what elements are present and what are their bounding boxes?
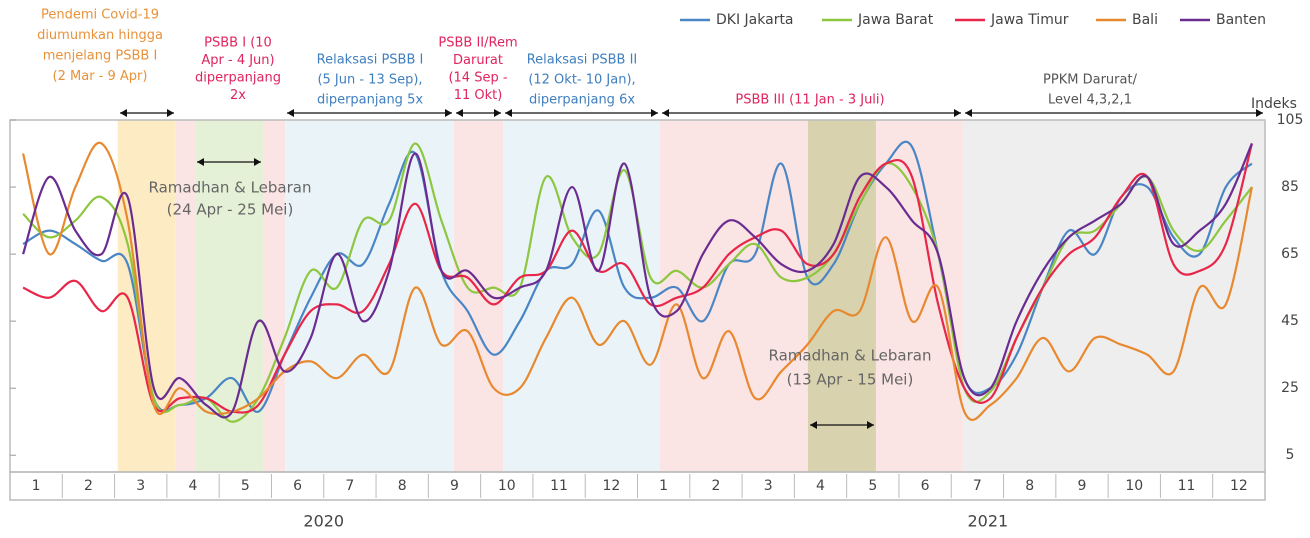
period-band xyxy=(875,120,963,472)
annotation: menjelang PSBB I xyxy=(43,49,158,64)
bands xyxy=(117,120,1265,472)
annotation: diumumkan hingga xyxy=(37,28,163,43)
arrow-head xyxy=(810,421,874,429)
x-tick-label: 11 xyxy=(550,478,568,494)
x-tick-label: 7 xyxy=(973,478,982,494)
x-tick-label: 4 xyxy=(189,478,198,494)
annotation: Pendemi Covid-19 xyxy=(41,8,159,23)
y-tick-label: 45 xyxy=(1281,313,1299,329)
x-tick-label: 1 xyxy=(659,478,668,494)
annotation: PSBB I (10 xyxy=(204,36,272,51)
legend-label: Bali xyxy=(1132,12,1158,28)
x-tick-label: 1 xyxy=(32,478,41,494)
annotation: PSBB III (11 Jan - 3 Juli) xyxy=(735,93,884,108)
annotation: (13 Apr - 15 Mei) xyxy=(787,371,914,389)
period-band xyxy=(263,120,286,472)
x-tick-label: 9 xyxy=(450,478,459,494)
period-band xyxy=(175,120,196,472)
annotation: Ramadhan & Lebaran xyxy=(769,347,932,365)
y-tick-label: 25 xyxy=(1281,380,1299,396)
year-label: 2021 xyxy=(967,512,1008,531)
annotation: diperpanjang 6x xyxy=(529,93,635,108)
legend-label: Jawa Timur xyxy=(990,12,1069,28)
legend-label: Banten xyxy=(1216,12,1266,28)
y-tick-label: 65 xyxy=(1281,246,1299,262)
x-tick-label: 10 xyxy=(498,478,516,494)
series-line xyxy=(22,143,1253,419)
x-tick-label: 3 xyxy=(764,478,773,494)
x-tick-label: 6 xyxy=(293,478,302,494)
annotation: Level 4,3,2,1 xyxy=(1048,93,1132,108)
lines xyxy=(22,140,1254,423)
x-tick-label: 3 xyxy=(136,478,145,494)
x-tick-label: 4 xyxy=(816,478,825,494)
y-tick-label: 85 xyxy=(1281,179,1299,195)
x-tick-label: 11 xyxy=(1178,478,1196,494)
annotation: diperpanjang xyxy=(195,71,281,86)
annotation: diperpanjang 5x xyxy=(317,93,423,108)
x-tick-label: 8 xyxy=(1025,478,1034,494)
annotation: (2 Mar - 9 Apr) xyxy=(53,69,148,84)
month-axis xyxy=(9,471,1266,501)
annotation: Ramadhan & Lebaran xyxy=(149,179,312,197)
annotation: PSBB II/Rem xyxy=(438,36,517,51)
annotation: 2x xyxy=(230,88,246,103)
annotation: (5 Jun - 13 Sep), xyxy=(317,73,422,88)
x-tick-label: 2 xyxy=(84,478,93,494)
x-tick-label: 7 xyxy=(345,478,354,494)
legend-label: DKI Jakarta xyxy=(716,12,794,28)
annotation: (14 Sep - xyxy=(448,71,507,86)
series-line xyxy=(22,141,1254,421)
period-band xyxy=(453,120,504,472)
x-tick-label: 10 xyxy=(1125,478,1143,494)
arrows xyxy=(120,112,1263,426)
x-tick-label: 6 xyxy=(921,478,930,494)
x-tick-label: 9 xyxy=(1078,478,1087,494)
y-axis-label: Indeks xyxy=(1251,96,1297,112)
y-tick-label: 105 xyxy=(1277,112,1304,128)
annotation: 11 Okt) xyxy=(454,88,503,103)
x-tick-label: 5 xyxy=(868,478,877,494)
x-tick-label: 2 xyxy=(711,478,720,494)
period-band xyxy=(503,120,660,472)
annotation: Relaksasi PSBB I xyxy=(317,53,424,68)
period-band xyxy=(195,120,264,472)
year-label: 2020 xyxy=(303,512,344,531)
arrow-head xyxy=(197,158,261,166)
period-band xyxy=(285,120,454,472)
x-tick-label: 12 xyxy=(1230,478,1248,494)
x-tick-label: 5 xyxy=(241,478,250,494)
period-band xyxy=(962,120,1265,472)
annotation: Apr - 4 Jun) xyxy=(201,53,274,68)
x-tick-label: 8 xyxy=(398,478,407,494)
x-tick-label: 12 xyxy=(602,478,620,494)
annotation: Relaksasi PSBB II xyxy=(527,53,638,68)
legend-label: Jawa Barat xyxy=(857,12,934,28)
series-line xyxy=(22,143,1253,414)
annotation: (12 Okt- 10 Jan), xyxy=(528,73,635,88)
annotation: PPKM Darurat/ xyxy=(1043,73,1138,88)
y-tick-label: 5 xyxy=(1286,447,1295,463)
annotation: (24 Apr - 25 Mei) xyxy=(167,201,294,219)
annotation: Darurat xyxy=(453,53,503,68)
